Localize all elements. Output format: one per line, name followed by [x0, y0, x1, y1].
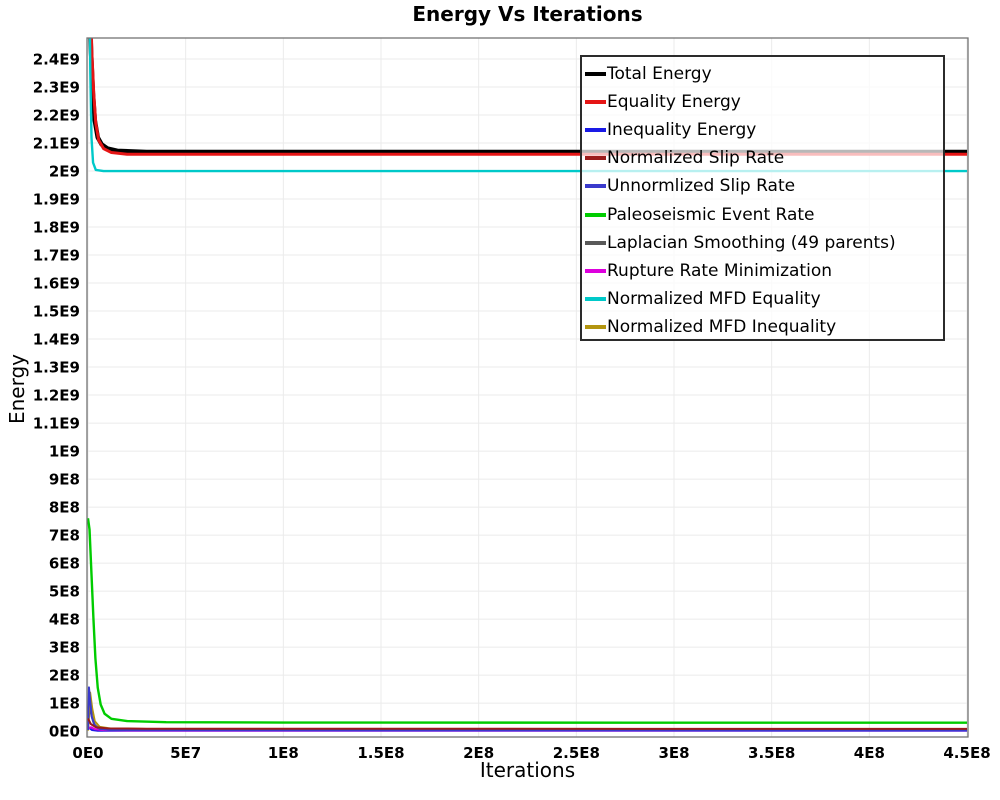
legend-label: Paleoseismic Event Rate: [607, 204, 815, 225]
legend-swatch-icon: [585, 100, 606, 105]
legend-swatch-icon: [585, 184, 606, 189]
x-axis-label: Iterations: [479, 758, 576, 782]
y-tick-label: 2.2E9: [33, 107, 80, 125]
legend-item: Normalized Slip Rate: [585, 144, 939, 172]
legend-item: Equality Energy: [585, 88, 939, 116]
legend-item: Laplacian Smoothing (49 parents): [585, 229, 939, 257]
x-tick-label: 4E8: [854, 744, 885, 762]
series-line-normalized-slip-rate: [87, 718, 968, 730]
series-line-paleoseismic-event-rate: [87, 518, 968, 724]
series-line-equality-energy: [89, 38, 968, 156]
legend-item: Normalized MFD Inequality: [585, 313, 939, 341]
y-tick-label: 1.4E9: [33, 331, 80, 349]
series-line-normalized-mfd-equality: [88, 38, 968, 173]
y-tick-label: 0E0: [49, 723, 80, 741]
y-tick-label: 1.3E9: [33, 359, 80, 377]
legend-swatch-icon: [585, 296, 606, 301]
legend-swatch-icon: [585, 324, 606, 329]
y-tick-label: 2E8: [49, 667, 80, 685]
legend-label: Inequality Energy: [607, 120, 757, 141]
y-tick-label: 1E8: [49, 695, 80, 713]
x-tick-label: 1E8: [268, 744, 299, 762]
legend-swatch-icon: [585, 72, 606, 77]
legend-swatch-icon: [585, 128, 606, 133]
plot-border: [86, 37, 969, 738]
y-tick-label: 1.2E9: [33, 387, 80, 405]
y-tick-label: 1.9E9: [33, 191, 80, 209]
legend-item: Unnormlized Slip Rate: [585, 172, 939, 200]
legend-swatch-icon: [585, 212, 606, 217]
x-tick-label: 4.5E8: [943, 744, 990, 762]
legend-item: Rupture Rate Minimization: [585, 257, 939, 285]
legend-item: Normalized MFD Equality: [585, 285, 939, 313]
y-tick-label: 5E8: [49, 583, 80, 601]
legend-item: Paleoseismic Event Rate: [585, 200, 939, 228]
legend-label: Normalized Slip Rate: [607, 148, 785, 169]
legend-item: Inequality Energy: [585, 116, 939, 144]
legend-label: Normalized MFD Inequality: [607, 316, 837, 337]
x-tick-label: 1.5E8: [357, 744, 404, 762]
y-tick-label: 3E8: [49, 639, 80, 657]
y-tick-label: 1E9: [49, 443, 80, 461]
series-line-normalized-mfd-inequality: [87, 691, 968, 731]
legend-label: Normalized MFD Equality: [607, 288, 821, 309]
y-tick-label: 1.8E9: [33, 219, 80, 237]
legend-swatch-icon: [585, 240, 606, 245]
legend-swatch-icon: [585, 268, 606, 273]
y-axis-label: Energy: [5, 353, 29, 425]
series-line-laplacian-smoothing-49-parents: [87, 703, 968, 731]
legend-label: Unnormlized Slip Rate: [607, 176, 796, 197]
y-tick-label: 7E8: [49, 527, 80, 545]
legend: Total Energy Equality Energy Inequality En…: [580, 55, 945, 341]
series-line-unnormlized-slip-rate: [87, 686, 968, 732]
legend-label: Total Energy: [607, 64, 712, 85]
x-tick-label: 0E0: [72, 744, 103, 762]
y-tick-label: 2E9: [49, 163, 80, 181]
y-tick-label: 1.6E9: [33, 275, 80, 293]
x-tick-label: 2E8: [463, 744, 494, 762]
x-tick-label: 3.5E8: [748, 744, 795, 762]
x-tick-label: 2.5E8: [553, 744, 600, 762]
y-tick-label: 1.5E9: [33, 303, 80, 321]
chart-title: Energy Vs Iterations: [412, 2, 643, 26]
legend-swatch-icon: [585, 156, 606, 161]
y-tick-label: 8E8: [49, 499, 80, 517]
y-tick-label: 2.4E9: [33, 51, 80, 69]
y-tick-label: 2.3E9: [33, 79, 80, 97]
x-tick-label: 3E8: [658, 744, 689, 762]
y-tick-label: 1.1E9: [33, 415, 80, 433]
legend-item: Total Energy: [585, 60, 939, 88]
legend-label: Rupture Rate Minimization: [607, 260, 832, 281]
legend-label: Equality Energy: [607, 92, 741, 113]
y-tick-label: 1.7E9: [33, 247, 80, 265]
y-tick-label: 4E8: [49, 611, 80, 629]
y-tick-label: 6E8: [49, 555, 80, 573]
y-tick-label: 9E8: [49, 471, 80, 489]
x-tick-label: 5E7: [170, 744, 201, 762]
y-tick-label: 2.1E9: [33, 135, 80, 153]
legend-label: Laplacian Smoothing (49 parents): [607, 232, 896, 253]
